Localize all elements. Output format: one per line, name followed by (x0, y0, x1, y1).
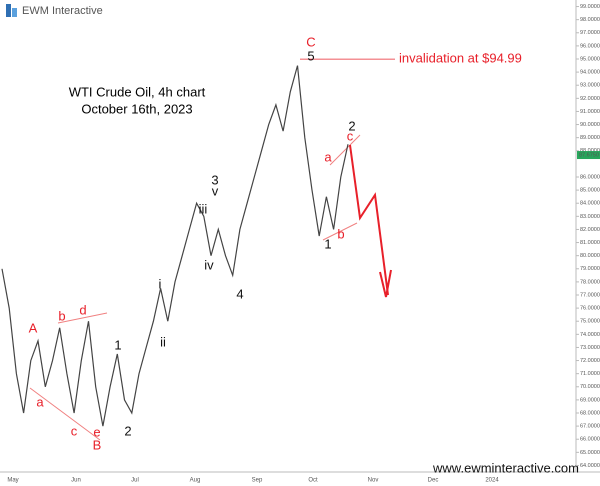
x-tick-label: May (7, 478, 18, 484)
y-tick-label: 99.0000 (580, 4, 600, 10)
x-tick-label: Dec (428, 478, 439, 484)
y-tick-label: 82.0000 (580, 227, 600, 233)
x-tick-label: Jun (71, 478, 81, 484)
y-tick-label: 71.0000 (580, 371, 600, 377)
x-tick-label: Nov (368, 478, 379, 484)
wave-label: C (306, 34, 315, 49)
x-tick-label: Aug (190, 478, 201, 484)
y-tick-label: 85.0000 (580, 188, 600, 194)
y-tick-label: 90.0000 (580, 122, 600, 128)
logo-text: EWM Interactive (22, 5, 103, 17)
wave-label: iii (199, 201, 208, 216)
wave-label: c (347, 128, 354, 143)
wave-label: 3 (211, 172, 218, 187)
wave-label: 1 (114, 337, 121, 352)
y-tick-label: 84.0000 (580, 201, 600, 207)
y-tick-label: 66.0000 (580, 437, 600, 443)
y-tick-label: 79.0000 (580, 266, 600, 272)
y-tick-label: 96.0000 (580, 43, 600, 49)
wave-label: 2 (348, 118, 355, 133)
projection-arrowhead (379, 269, 392, 298)
y-tick-label: 73.0000 (580, 345, 600, 351)
wave-label: 1 (324, 236, 331, 251)
y-tick-label: 69.0000 (580, 397, 600, 403)
y-tick-label: 93.0000 (580, 83, 600, 89)
wave-label: b (337, 226, 344, 241)
wave-label: iv (204, 257, 214, 272)
y-tick-label: 67.0000 (580, 424, 600, 430)
wave-label: c (71, 423, 78, 438)
website: www.ewminteractive.com (432, 460, 579, 475)
logo: EWM Interactive (6, 4, 103, 17)
wave-label: b (58, 308, 65, 323)
price-line (1, 65, 349, 427)
y-tick-label: 65.0000 (580, 450, 600, 456)
y-tick-label: 81.0000 (580, 240, 600, 246)
projection (349, 144, 392, 298)
invalidation-label: invalidation at $94.99 (399, 51, 522, 66)
y-tick-label: 76.0000 (580, 306, 600, 312)
wave-label: d (79, 302, 86, 317)
trend-line (57, 312, 108, 324)
trend-line (29, 387, 101, 441)
y-tick-label: 77.0000 (580, 292, 600, 298)
y-tick-label: 78.0000 (580, 279, 600, 285)
y-tick-label: 80.0000 (580, 253, 600, 259)
wave-label: 4 (236, 286, 243, 301)
y-tick-label: 70.0000 (580, 384, 600, 390)
y-tick-label: 64.0000 (580, 463, 600, 469)
last-price-label: 87.6750 (579, 152, 599, 158)
x-tick-label: 2024 (485, 478, 499, 484)
chart-title: WTI Crude Oil, 4h chart (69, 84, 206, 99)
y-tick-label: 75.0000 (580, 319, 600, 325)
wave-label: a (36, 394, 44, 409)
x-tick-label: Jul (131, 478, 139, 484)
logo-bar (6, 4, 11, 17)
y-tick-label: 91.0000 (580, 109, 600, 115)
y-tick-label: 97.0000 (580, 30, 600, 36)
x-tick-label: Sep (252, 478, 263, 484)
y-tick-label: 83.0000 (580, 214, 600, 220)
wave-label: a (324, 149, 332, 164)
trend-line (322, 222, 358, 241)
chart-subtitle: October 16th, 2023 (81, 101, 192, 116)
wave-label: v (212, 183, 219, 198)
wave-label: B (93, 437, 102, 452)
trend-line (329, 134, 361, 166)
wave-label: i (159, 276, 162, 291)
y-tick-label: 86.0000 (580, 174, 600, 180)
logo-bar (12, 8, 17, 17)
wave-label: e (93, 424, 100, 439)
wave-label: A (29, 320, 38, 335)
wave-label: ii (160, 334, 166, 349)
y-tick-label: 92.0000 (580, 96, 600, 102)
wave-label: 2 (124, 423, 131, 438)
y-tick-label: 94.0000 (580, 70, 600, 76)
x-tick-label: Oct (308, 478, 318, 484)
y-tick-label: 95.0000 (580, 56, 600, 62)
last-price-box (577, 151, 600, 160)
y-tick-label: 98.0000 (580, 17, 600, 23)
y-tick-label: 74.0000 (580, 332, 600, 338)
wave-label: 5 (307, 48, 314, 63)
y-tick-label: 89.0000 (580, 135, 600, 141)
projection-path (349, 144, 389, 296)
trend-lines (29, 134, 361, 441)
y-tick-label: 68.0000 (580, 410, 600, 416)
y-tick-label: 72.0000 (580, 358, 600, 364)
